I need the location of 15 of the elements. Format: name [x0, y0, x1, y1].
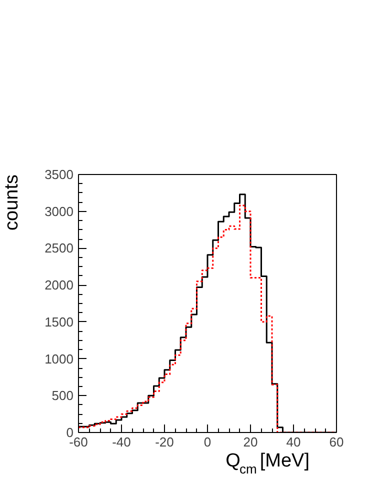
- x-tick-label: 40: [286, 434, 301, 450]
- x-tick-label: -40: [112, 434, 131, 450]
- y-tick-label: 0: [66, 425, 74, 440]
- x-tick-label: 0: [204, 434, 212, 450]
- y-tick-label: 500: [52, 388, 74, 404]
- x-tick-label: 60: [329, 434, 344, 450]
- y-tick-label: 1000: [44, 351, 74, 366]
- y-tick-label: 2000: [44, 278, 74, 293]
- y-tick-label: 3000: [44, 204, 74, 219]
- x-tick-label: -20: [155, 434, 174, 450]
- y-tick-label: 3500: [44, 167, 74, 182]
- y-axis-title: counts: [2, 174, 22, 230]
- y-tick-label: 2500: [44, 240, 74, 256]
- x-tick-label: 20: [243, 434, 258, 450]
- y-tick-label: 1500: [44, 314, 74, 330]
